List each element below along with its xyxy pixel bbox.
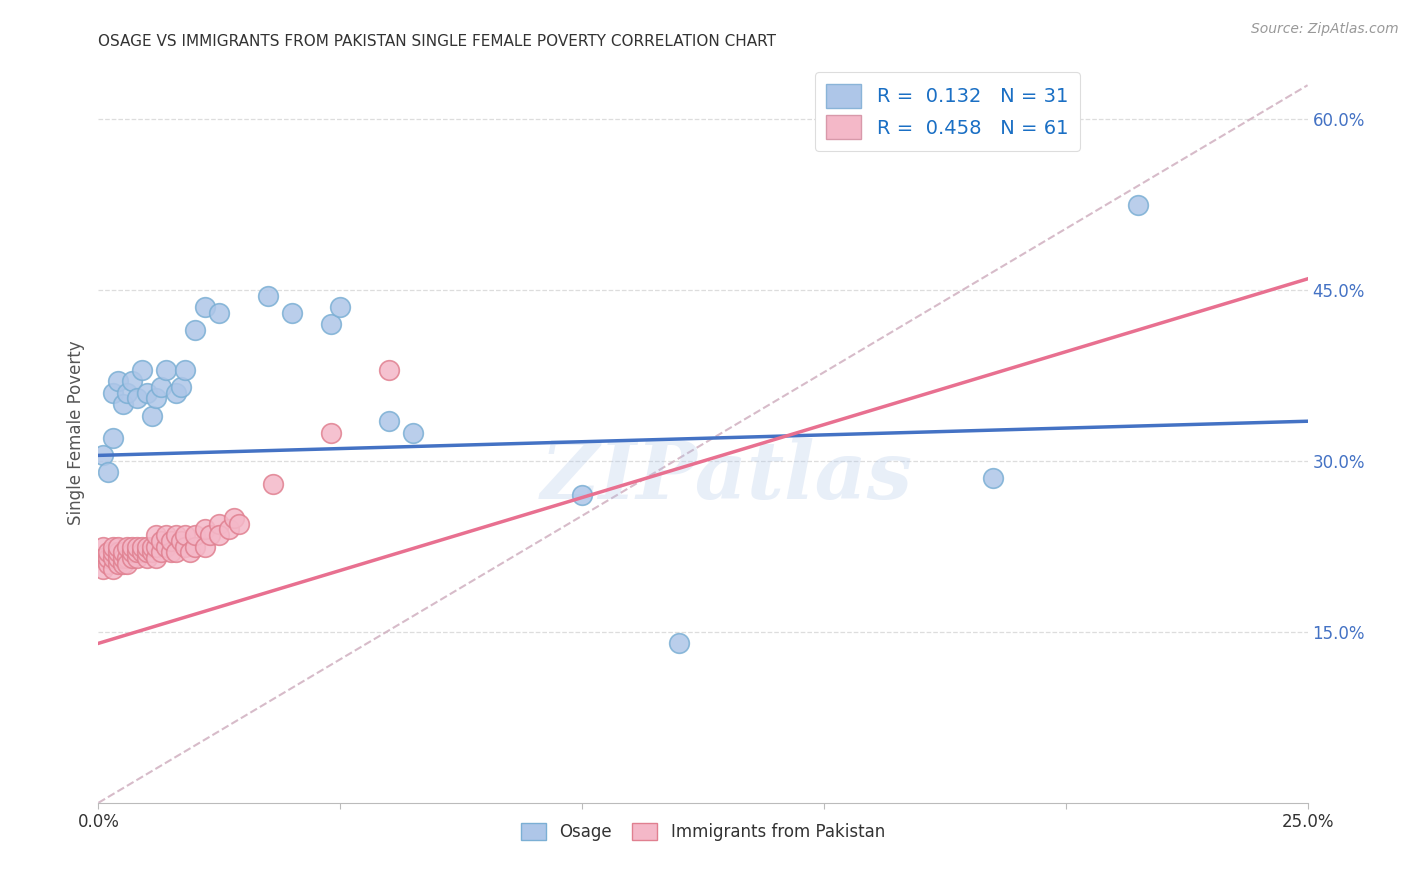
Point (117, 550, 139, 565)
Point (165, 385, 187, 400)
Point (97, 550, 120, 565)
Point (135, 545, 157, 559)
Point (135, 550, 157, 565)
Point (111, 550, 134, 565)
Point (155, 540, 177, 554)
Point (174, 540, 197, 554)
Point (127, 545, 149, 559)
Point (329, 301, 352, 315)
Point (150, 380, 173, 394)
Point (377, 363, 399, 377)
Point (150, 533, 173, 548)
Point (208, 306, 231, 320)
Point (101, 545, 124, 559)
Point (218, 523, 240, 537)
Point (107, 557, 129, 571)
Point (117, 557, 139, 571)
Point (155, 528, 177, 542)
Point (184, 528, 207, 542)
Point (111, 397, 134, 411)
Point (208, 516, 231, 531)
Point (262, 476, 284, 491)
Point (121, 545, 143, 559)
Point (121, 375, 143, 389)
Point (198, 528, 221, 542)
Point (117, 540, 139, 554)
Point (319, 318, 342, 332)
Point (107, 545, 129, 559)
Point (981, 471, 1004, 485)
Point (91, 540, 114, 554)
Point (169, 380, 191, 394)
Point (121, 540, 143, 554)
Point (131, 540, 153, 554)
Point (141, 545, 163, 559)
Point (222, 511, 245, 525)
Point (101, 550, 124, 565)
Point (402, 425, 425, 440)
Point (91, 449, 114, 463)
Point (107, 540, 129, 554)
Point (319, 425, 342, 440)
Point (131, 545, 153, 559)
Point (127, 392, 149, 406)
Text: Source: ZipAtlas.com: Source: ZipAtlas.com (1251, 22, 1399, 37)
Point (150, 545, 173, 559)
Point (145, 392, 167, 406)
Point (101, 540, 124, 554)
Point (174, 363, 197, 377)
Point (91, 550, 114, 565)
Point (121, 550, 143, 565)
Point (160, 545, 183, 559)
Text: OSAGE VS IMMIGRANTS FROM PAKISTAN SINGLE FEMALE POVERTY CORRELATION CHART: OSAGE VS IMMIGRANTS FROM PAKISTAN SINGLE… (98, 34, 776, 49)
Point (160, 533, 183, 548)
Point (165, 545, 187, 559)
Point (184, 540, 207, 554)
Point (101, 562, 124, 576)
Point (228, 516, 250, 531)
Point (208, 528, 231, 542)
Point (194, 301, 217, 315)
Point (97, 466, 120, 480)
Point (165, 528, 187, 542)
Point (281, 306, 304, 320)
Point (135, 540, 157, 554)
Point (91, 562, 114, 576)
Point (97, 557, 120, 571)
Legend: Osage, Immigrants from Pakistan: Osage, Immigrants from Pakistan (515, 816, 891, 847)
Point (145, 550, 167, 565)
Point (131, 363, 153, 377)
Point (97, 545, 120, 559)
Point (155, 363, 177, 377)
Point (377, 414, 399, 428)
Point (141, 540, 163, 554)
Point (571, 488, 593, 502)
Point (145, 540, 167, 554)
Point (111, 545, 134, 559)
Point (256, 289, 278, 303)
Point (135, 385, 157, 400)
Point (169, 533, 191, 548)
Point (101, 385, 124, 400)
Point (174, 528, 197, 542)
Point (184, 323, 207, 337)
Point (107, 375, 129, 389)
Point (111, 557, 134, 571)
Point (117, 385, 139, 400)
Y-axis label: Single Female Poverty: Single Female Poverty (66, 341, 84, 524)
Point (179, 545, 201, 559)
Text: ZIPatlas: ZIPatlas (541, 438, 914, 516)
Point (127, 540, 149, 554)
Point (194, 540, 217, 554)
Point (668, 636, 690, 650)
Point (101, 431, 124, 445)
Point (141, 409, 163, 423)
Point (1128, 198, 1150, 212)
Point (194, 523, 217, 537)
Point (107, 550, 129, 565)
Point (127, 550, 149, 565)
Point (145, 528, 167, 542)
